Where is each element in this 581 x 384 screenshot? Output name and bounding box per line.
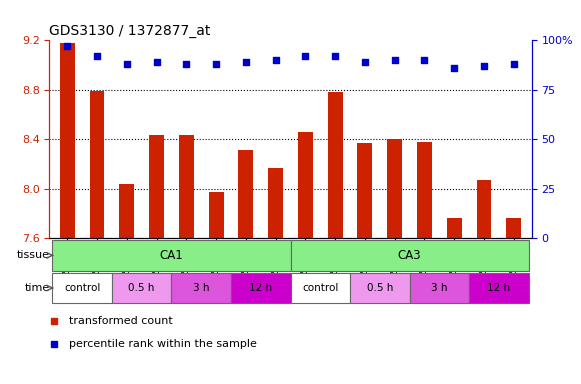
Bar <box>52 240 290 271</box>
Text: control: control <box>302 283 339 293</box>
Bar <box>328 92 343 238</box>
Bar <box>149 136 164 238</box>
Bar <box>209 192 224 238</box>
Text: 3 h: 3 h <box>193 283 209 293</box>
Point <box>211 61 221 67</box>
Text: 12 h: 12 h <box>487 283 511 293</box>
Bar <box>447 218 462 238</box>
Bar <box>357 143 372 238</box>
Point <box>479 63 489 69</box>
Bar <box>179 136 193 238</box>
Text: percentile rank within the sample: percentile rank within the sample <box>69 339 257 349</box>
Bar <box>52 273 112 303</box>
Point <box>63 43 72 49</box>
Bar <box>231 273 290 303</box>
Bar <box>350 273 410 303</box>
Text: CA3: CA3 <box>398 249 421 262</box>
Bar <box>506 218 521 238</box>
Text: control: control <box>64 283 101 293</box>
Point <box>241 59 250 65</box>
Bar <box>476 180 492 238</box>
Point <box>271 57 280 63</box>
Point <box>301 53 310 59</box>
Bar <box>388 139 402 238</box>
Text: time: time <box>25 283 50 293</box>
Text: GDS3130 / 1372877_at: GDS3130 / 1372877_at <box>49 24 211 38</box>
Bar <box>268 168 283 238</box>
Text: transformed count: transformed count <box>69 316 173 326</box>
Point <box>182 61 191 67</box>
Text: 0.5 h: 0.5 h <box>128 283 155 293</box>
Bar <box>290 273 350 303</box>
Point <box>360 59 370 65</box>
Text: 3 h: 3 h <box>431 283 447 293</box>
Bar <box>119 184 134 238</box>
Point <box>450 65 459 71</box>
Bar <box>290 240 529 271</box>
Bar <box>60 43 75 238</box>
Point <box>92 53 102 59</box>
Point <box>331 53 340 59</box>
Bar <box>417 142 432 238</box>
Point <box>152 59 161 65</box>
Text: 0.5 h: 0.5 h <box>367 283 393 293</box>
Text: 12 h: 12 h <box>249 283 272 293</box>
Bar <box>469 273 529 303</box>
Bar <box>238 150 253 238</box>
Bar <box>112 273 171 303</box>
Bar <box>89 91 105 238</box>
Point <box>420 57 429 63</box>
Bar <box>171 273 231 303</box>
Bar <box>298 132 313 238</box>
Bar <box>410 273 469 303</box>
Point <box>509 61 518 67</box>
Point <box>390 57 399 63</box>
Point <box>122 61 131 67</box>
Text: CA1: CA1 <box>160 249 184 262</box>
Text: tissue: tissue <box>17 250 50 260</box>
